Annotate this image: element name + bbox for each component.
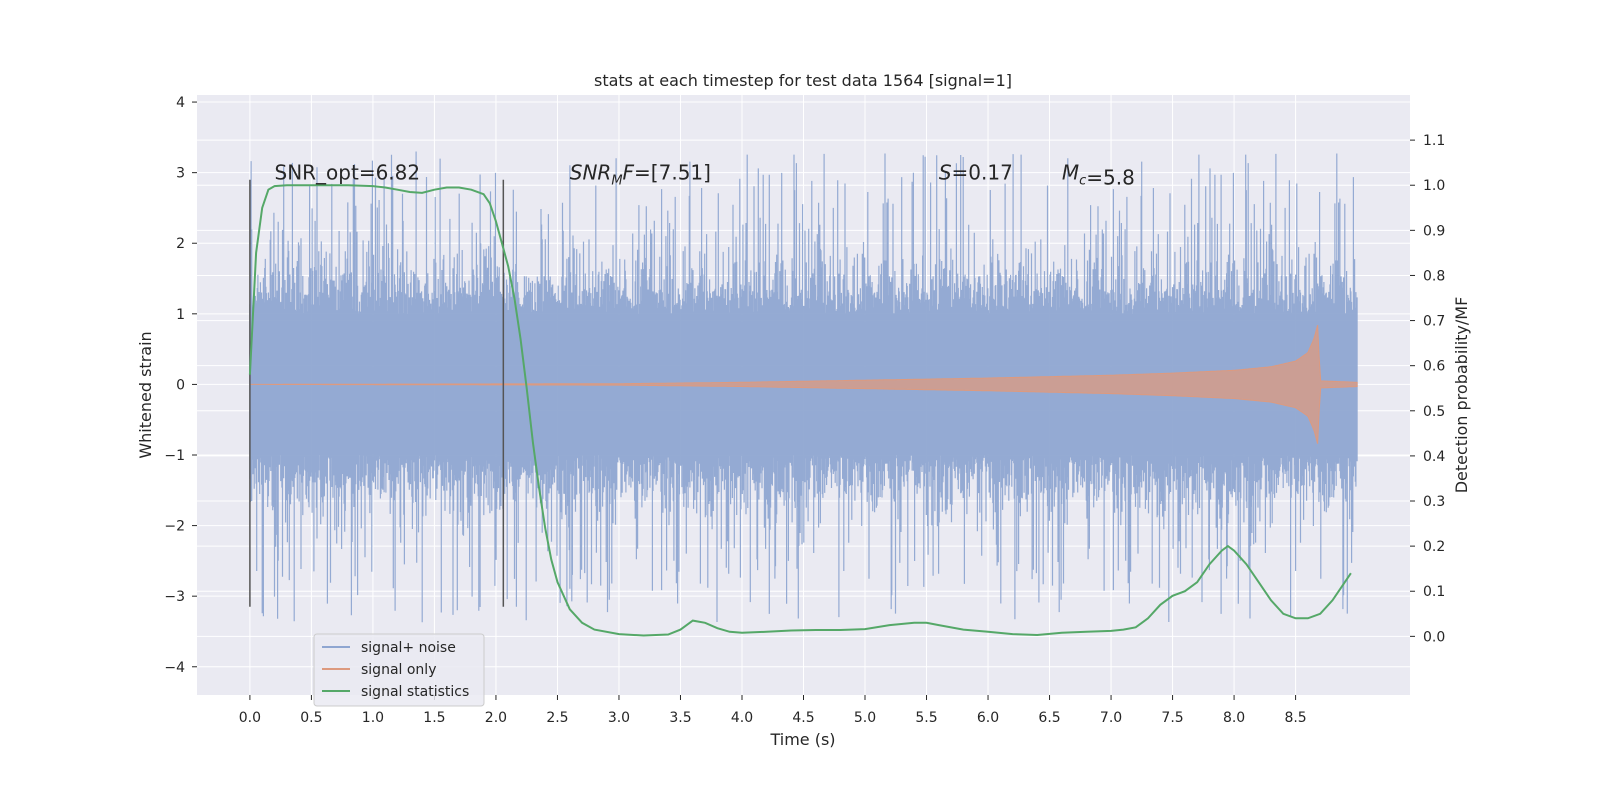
x-tick-label: 0.0	[239, 710, 261, 726]
chart-title: stats at each timestep for test data 156…	[594, 71, 1012, 90]
y2-tick-label: 1.0	[1423, 178, 1445, 194]
x-axis-ticks: 0.0 0.5 1.0 1.5 2.0 2.5 3.0 3.5 4.0 4.5 5.0 5.5 6.0 6…	[239, 695, 1307, 726]
y-tick-label: −3	[164, 589, 185, 605]
x-tick-label: 0.5	[300, 710, 322, 726]
y-tick-label: 3	[176, 166, 185, 182]
y2-tick-label: 0.5	[1423, 404, 1445, 420]
y2-tick-label: 0.4	[1423, 449, 1445, 465]
y2-tick-label: 0.8	[1423, 268, 1445, 284]
y-tick-label: 1	[176, 307, 185, 323]
signal-statistics-line	[248, 184, 1352, 637]
x-tick-label: 6.5	[1038, 710, 1060, 726]
x-tick-label: 4.0	[731, 710, 753, 726]
signal-statistics-series	[248, 184, 1352, 637]
annotation-text: Mc=5.8	[1062, 161, 1135, 190]
y2-tick-label: 0.2	[1423, 539, 1445, 555]
y-tick-label: 4	[176, 95, 185, 111]
y-axis-label: Whitened strain	[136, 331, 155, 458]
y-tick-label: 0	[176, 377, 185, 393]
annotations: SNR_opt=6.82 SNRMF=[7.51] S=0.17 Mc=5.8	[275, 161, 1135, 190]
x-tick-label: 8.5	[1284, 710, 1306, 726]
y2-axis-ticks: 0.0 0.1 0.2 0.3 0.4 0.5 0.6 0.7 0.8 0.9 1.0 1.1	[1410, 133, 1445, 645]
signal-only-trace	[249, 324, 1358, 444]
y2-tick-label: 0.0	[1423, 629, 1445, 645]
legend-label-signal-only: signal only	[361, 662, 436, 678]
y2-axis-label: Detection probability/MF	[1452, 297, 1471, 494]
x-tick-label: 3.0	[608, 710, 630, 726]
x-tick-label: 5.5	[915, 710, 937, 726]
annotation-text: SNR_opt=6.82	[275, 161, 421, 185]
x-tick-label: 3.5	[669, 710, 691, 726]
legend-label-signal-noise: signal+ noise	[361, 640, 456, 656]
y2-tick-label: 1.1	[1423, 133, 1445, 149]
y-tick-label: −4	[164, 660, 185, 676]
y2-tick-label: 0.6	[1423, 359, 1445, 375]
x-tick-label: 8.0	[1223, 710, 1245, 726]
signal-only-series	[249, 324, 1358, 444]
x-axis-label: Time (s)	[769, 730, 835, 749]
annotation-text: SNRMF=[7.51]	[570, 161, 711, 189]
y-axis-ticks: −4 −3 −2 −1 0 1 2 3 4	[164, 95, 197, 676]
x-tick-label: 5.0	[854, 710, 876, 726]
legend-label-signal-statistics: signal statistics	[361, 684, 469, 700]
x-tick-label: 7.0	[1100, 710, 1122, 726]
x-tick-label: 4.5	[792, 710, 814, 726]
legend-box	[313, 633, 485, 707]
y-tick-label: 2	[176, 236, 185, 252]
x-tick-label: 2.5	[546, 710, 568, 726]
y2-tick-label: 0.3	[1423, 494, 1445, 510]
y2-tick-label: 0.9	[1423, 223, 1445, 239]
y2-tick-label: 0.1	[1423, 584, 1445, 600]
x-tick-label: 2.0	[485, 710, 507, 726]
x-tick-label: 6.0	[977, 710, 999, 726]
y-tick-label: −2	[164, 519, 185, 535]
x-tick-label: 7.5	[1161, 710, 1183, 726]
legend: signal+ noise signal only signal statist…	[313, 633, 485, 707]
x-tick-label: 1.0	[362, 710, 384, 726]
annotation-text: S=0.17	[939, 161, 1013, 185]
y2-tick-label: 0.7	[1423, 314, 1445, 330]
x-tick-label: 1.5	[423, 710, 445, 726]
y-tick-label: −1	[164, 448, 185, 464]
